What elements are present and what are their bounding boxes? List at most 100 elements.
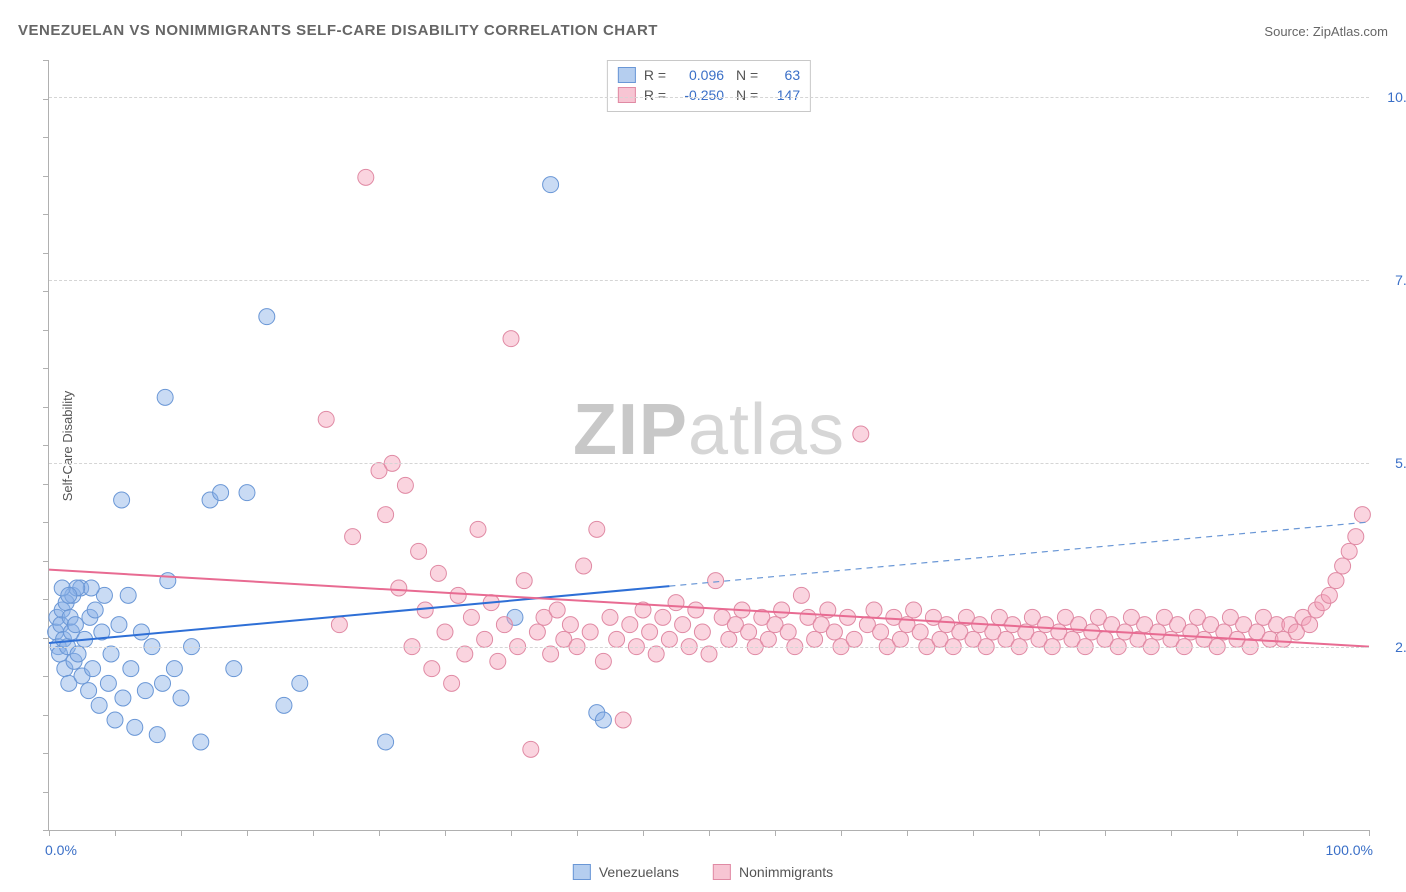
gridline-h bbox=[49, 647, 1369, 648]
xtick-mark bbox=[709, 830, 710, 836]
scatter-point bbox=[866, 602, 882, 618]
scatter-point bbox=[503, 331, 519, 347]
xtick-mark bbox=[1039, 830, 1040, 836]
scatter-point bbox=[1354, 507, 1370, 523]
scatter-point bbox=[1302, 617, 1318, 633]
ytick-mark bbox=[43, 407, 49, 408]
scatter-point bbox=[391, 580, 407, 596]
scatter-point bbox=[87, 602, 103, 618]
scatter-point bbox=[103, 646, 119, 662]
scatter-point bbox=[107, 712, 123, 728]
ytick-mark bbox=[43, 561, 49, 562]
scatter-point bbox=[1341, 543, 1357, 559]
scatter-point bbox=[576, 558, 592, 574]
ytick-mark bbox=[43, 715, 49, 716]
scatter-point bbox=[688, 602, 704, 618]
scatter-point bbox=[622, 617, 638, 633]
scatter-point bbox=[675, 617, 691, 633]
ytick-mark bbox=[43, 445, 49, 446]
scatter-point bbox=[430, 565, 446, 581]
scatter-point bbox=[668, 595, 684, 611]
scatter-point bbox=[193, 734, 209, 750]
scatter-point bbox=[873, 624, 889, 640]
swatch-blue bbox=[573, 864, 591, 880]
scatter-point bbox=[807, 631, 823, 647]
scatter-point bbox=[602, 609, 618, 625]
scatter-point bbox=[67, 617, 83, 633]
scatter-point bbox=[292, 675, 308, 691]
scatter-point bbox=[444, 675, 460, 691]
scatter-point bbox=[115, 690, 131, 706]
scatter-point bbox=[595, 712, 611, 728]
trend-line-dashed bbox=[669, 522, 1369, 586]
scatter-point bbox=[708, 573, 724, 589]
source-attribution: Source: ZipAtlas.com bbox=[1264, 24, 1388, 39]
scatter-point bbox=[562, 617, 578, 633]
ytick-mark bbox=[43, 330, 49, 331]
ytick-mark bbox=[43, 99, 49, 100]
scatter-point bbox=[780, 624, 796, 640]
xtick-mark bbox=[577, 830, 578, 836]
scatter-point bbox=[318, 411, 334, 427]
xtick-mark bbox=[775, 830, 776, 836]
ytick-label: 5.0% bbox=[1377, 455, 1406, 471]
scatter-point bbox=[470, 521, 486, 537]
scatter-point bbox=[906, 602, 922, 618]
scatter-point bbox=[166, 661, 182, 677]
legend-label-nonimmigrants: Nonimmigrants bbox=[739, 864, 833, 880]
scatter-point bbox=[437, 624, 453, 640]
scatter-point bbox=[160, 573, 176, 589]
scatter-point bbox=[463, 609, 479, 625]
xtick-mark bbox=[643, 830, 644, 836]
xtick-min: 0.0% bbox=[45, 842, 77, 858]
scatter-point bbox=[173, 690, 189, 706]
gridline-h bbox=[49, 463, 1369, 464]
plot-area: ZIPatlas R = 0.096 N = 63 R = -0.250 N =… bbox=[48, 60, 1369, 831]
ytick-mark bbox=[43, 830, 49, 831]
source-link[interactable]: ZipAtlas.com bbox=[1313, 24, 1388, 39]
ytick-mark bbox=[43, 792, 49, 793]
scatter-point bbox=[111, 617, 127, 633]
chart-svg bbox=[49, 60, 1369, 830]
scatter-point bbox=[149, 727, 165, 743]
ytick-label: 2.5% bbox=[1377, 639, 1406, 655]
scatter-point bbox=[397, 477, 413, 493]
scatter-point bbox=[83, 580, 99, 596]
scatter-point bbox=[81, 683, 97, 699]
scatter-point bbox=[721, 631, 737, 647]
gridline-h bbox=[49, 280, 1369, 281]
ytick-mark bbox=[43, 214, 49, 215]
scatter-point bbox=[85, 661, 101, 677]
scatter-point bbox=[259, 309, 275, 325]
ytick-mark bbox=[43, 522, 49, 523]
scatter-point bbox=[741, 624, 757, 640]
scatter-point bbox=[1321, 587, 1337, 603]
xtick-mark bbox=[841, 830, 842, 836]
scatter-point bbox=[450, 587, 466, 603]
xtick-mark bbox=[907, 830, 908, 836]
chart-title: VENEZUELAN VS NONIMMIGRANTS SELF-CARE DI… bbox=[18, 22, 658, 39]
scatter-point bbox=[1328, 573, 1344, 589]
scatter-point bbox=[496, 617, 512, 633]
scatter-point bbox=[793, 587, 809, 603]
scatter-point bbox=[477, 631, 493, 647]
swatch-pink bbox=[713, 864, 731, 880]
scatter-point bbox=[123, 661, 139, 677]
scatter-point bbox=[411, 543, 427, 559]
scatter-point bbox=[1335, 558, 1351, 574]
xtick-mark bbox=[313, 830, 314, 836]
ytick-mark bbox=[43, 291, 49, 292]
xtick-mark bbox=[1105, 830, 1106, 836]
scatter-point bbox=[358, 169, 374, 185]
scatter-point bbox=[853, 426, 869, 442]
scatter-point bbox=[529, 624, 545, 640]
scatter-point bbox=[642, 624, 658, 640]
scatter-point bbox=[61, 587, 77, 603]
ytick-label: 10.0% bbox=[1377, 89, 1406, 105]
scatter-point bbox=[1348, 529, 1364, 545]
scatter-point bbox=[892, 631, 908, 647]
scatter-point bbox=[615, 712, 631, 728]
scatter-point bbox=[239, 485, 255, 501]
scatter-point bbox=[694, 624, 710, 640]
xtick-mark bbox=[511, 830, 512, 836]
